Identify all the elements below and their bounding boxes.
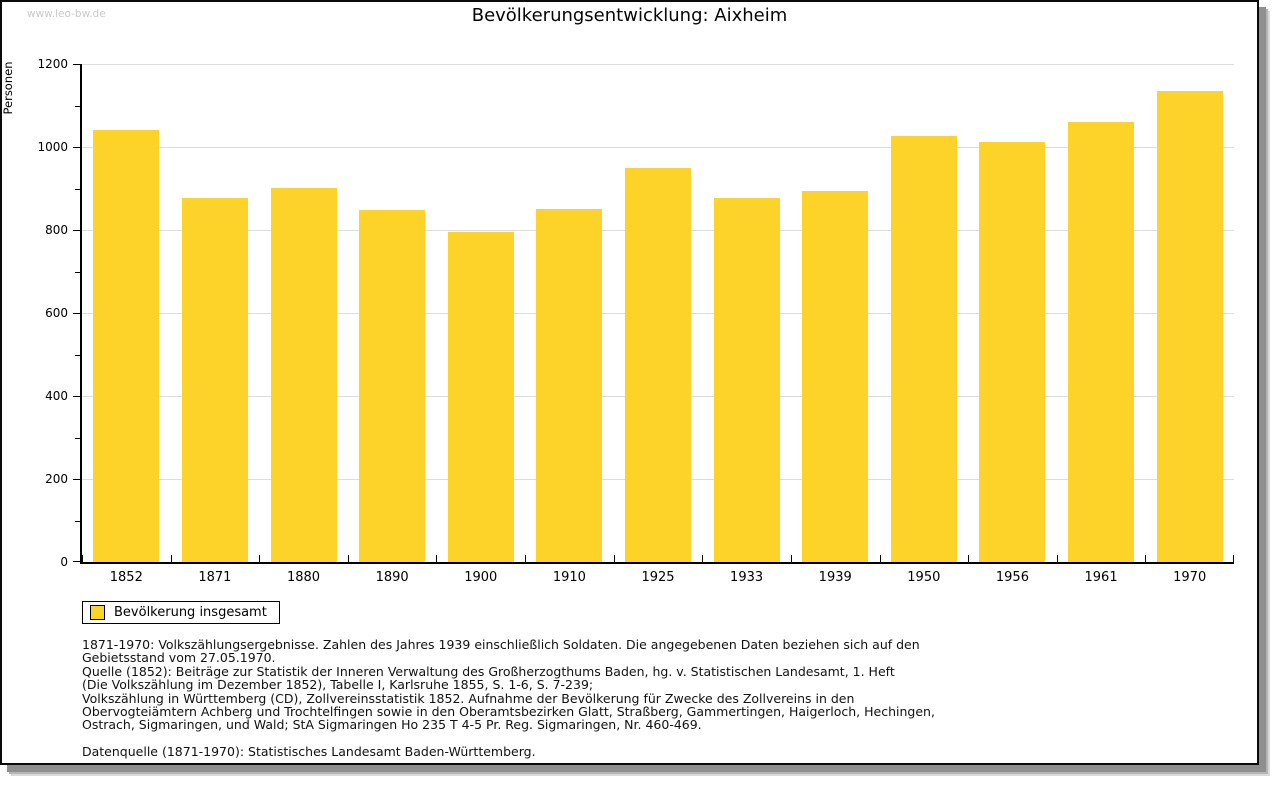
bar-1956 — [979, 141, 1046, 562]
x-axis-tick — [347, 555, 349, 562]
y-axis-tick-major — [73, 313, 80, 314]
x-axis-tick — [82, 555, 83, 562]
x-axis-tick — [879, 555, 881, 562]
y-tick-label: 1200 — [37, 57, 68, 71]
x-tick-label: 1956 — [995, 570, 1029, 585]
bar-1933 — [713, 198, 780, 562]
footnote-line: Volkszählung in Württemberg (CD), Zollve… — [82, 690, 855, 706]
footnote-line: Ostrach, Sigmaringen, und Wald; StA Sigm… — [82, 717, 702, 733]
y-axis-tick-minor — [75, 354, 80, 356]
x-axis-tick — [968, 555, 970, 562]
y-axis-tick-minor — [75, 105, 80, 107]
x-tick-label: 1950 — [907, 570, 941, 585]
y-axis-tick-major — [73, 479, 80, 480]
x-axis-tick — [1056, 555, 1058, 562]
x-tick-label: 1900 — [464, 570, 498, 585]
y-axis-tick-major — [73, 396, 80, 397]
x-tick-label: 1871 — [198, 570, 232, 585]
x-tick-label: 1933 — [730, 570, 764, 585]
x-axis-tick — [436, 555, 438, 562]
footnote-line: 1871-1970: Volkszählungsergebnisse. Zahl… — [82, 637, 920, 652]
bar-1939 — [802, 191, 869, 562]
y-tick-label: 400 — [45, 389, 68, 403]
y-axis-tick-minor — [75, 520, 80, 522]
y-axis-tick-minor — [75, 437, 80, 439]
watermark-url: www.leo-bw.de — [27, 8, 106, 20]
x-tick-label: 1925 — [641, 570, 675, 585]
x-axis-tick — [790, 555, 792, 562]
x-axis-tick — [613, 555, 615, 562]
bar-1961 — [1068, 121, 1135, 562]
chart-frame: www.leo-bw.de Bevölkerungsentwicklung: A… — [0, 0, 1259, 765]
x-tick-label: 1961 — [1084, 570, 1118, 585]
footnote-line: Gebietsstand vom 27.05.1970. — [82, 650, 276, 666]
bar-1890 — [359, 209, 426, 562]
y-tick-label: 0 — [60, 555, 68, 569]
gridline — [82, 64, 1234, 65]
y-axis-tick-major — [73, 147, 80, 148]
x-axis-tick — [525, 555, 527, 562]
y-tick-label: 600 — [45, 306, 68, 320]
x-axis-tick — [1145, 555, 1147, 562]
plot-area: 0 200 400 600 800 1000 1200 1852 1871 1880 1890 190… — [37, 58, 1234, 585]
gridline — [82, 147, 1234, 148]
y-tick-label: 1000 — [37, 140, 68, 154]
bar-1880 — [270, 187, 337, 562]
x-axis-tick — [1233, 555, 1234, 562]
y-axis-tick-major — [73, 230, 80, 231]
y-axis-tick-minor — [75, 188, 80, 190]
bar-1910 — [536, 208, 603, 562]
footnote-line: Quelle (1852): Beiträge zur Statistik de… — [82, 663, 895, 679]
x-tick-label: 1939 — [818, 570, 852, 585]
footnotes: 1871-1970: Volkszählungsergebnisse. Zahl… — [82, 638, 1222, 759]
bar-1900 — [447, 231, 514, 562]
x-tick-label: 1880 — [286, 570, 321, 585]
y-axis-tick-major — [73, 64, 80, 65]
bar-1925 — [625, 168, 691, 562]
y-axis-tick-major — [73, 561, 80, 562]
source-note: 1871-1970: Volkszählungsergebnisse. Zahl… — [82, 638, 1222, 732]
x-tick-label: 1852 — [109, 570, 143, 585]
y-axis-tick-minor — [75, 271, 80, 273]
bar-1970 — [1156, 90, 1223, 562]
legend-color-swatch — [90, 605, 105, 620]
bar-1871 — [181, 198, 248, 562]
y-tick-label: 200 — [45, 472, 68, 486]
bar-1852 — [93, 130, 160, 562]
x-tick-label: 1910 — [552, 570, 586, 585]
x-axis-tick — [702, 555, 704, 562]
bar-1950 — [890, 135, 957, 562]
footnote-line: Obervogteiämtern Achberg und Trochtelfin… — [82, 704, 935, 720]
datasource-note: Datenquelle (1871-1970): Statistisches L… — [82, 743, 536, 759]
legend-label: Bevölkerung insgesamt — [114, 605, 267, 620]
x-tick-label: 1970 — [1173, 570, 1207, 585]
y-tick-label: 800 — [45, 223, 68, 237]
x-axis-tick — [170, 555, 172, 562]
x-tick-label: 1890 — [375, 570, 409, 585]
x-axis-tick — [259, 555, 261, 562]
legend: Bevölkerung insgesamt — [82, 601, 280, 624]
footnote-line: (Die Volkszählung im Dezember 1852), Tab… — [82, 677, 594, 693]
chart-title: Bevölkerungsentwicklung: Aixheim — [471, 5, 788, 26]
